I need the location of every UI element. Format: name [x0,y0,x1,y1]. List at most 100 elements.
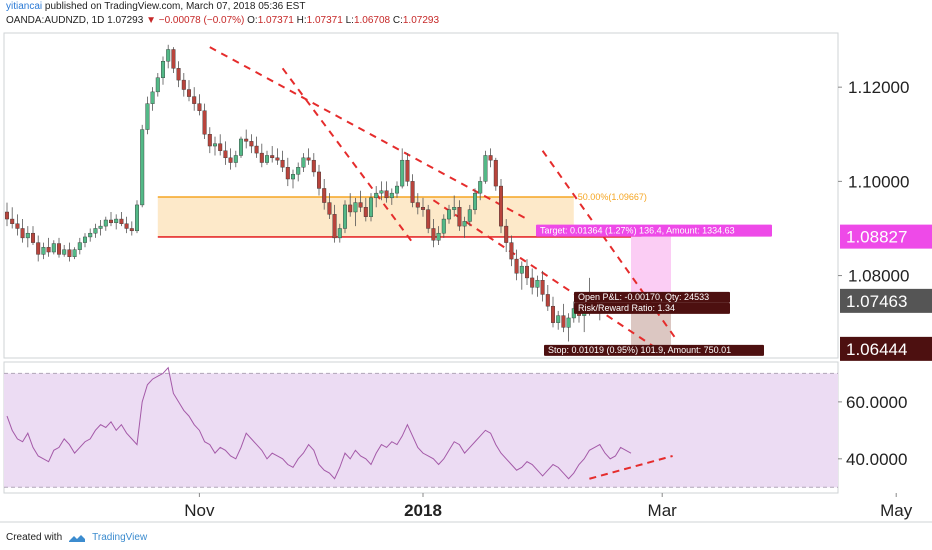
candle-body [62,249,67,255]
candle-body [493,159,498,187]
candle-body [223,150,228,159]
time-tick-label: Mar [648,501,678,520]
candle-body [25,232,30,239]
target-price-badge: 1.08827 [846,228,907,247]
price-tick-label: 1.12000 [848,78,909,97]
candle-body [353,202,358,213]
high-value: 1.07371 [306,15,343,26]
candle-body [431,228,436,241]
trendline-2 [281,67,414,244]
candle-body [509,242,514,260]
candle-body [181,79,186,90]
candle-body [369,197,374,217]
candle-body [337,228,342,239]
rsi-tick-label: 40.0000 [846,450,907,469]
publish-info: yitiancai published on TradingView.com, … [6,1,305,12]
candle-body [421,207,426,210]
candle-body [301,157,306,168]
candle-body [499,185,504,227]
candle-body [275,157,280,161]
fib-50-label: 50.00%(1.09667) [578,192,647,202]
candle-body [36,242,41,255]
candle-body [4,211,9,220]
rsi-line [6,366,632,480]
candle-body [426,209,431,229]
candle-body [145,103,150,130]
published-text: published on TradingView.com, March 07, … [44,1,306,12]
candle-body [317,171,322,189]
price-tick-label: 1.08000 [848,267,909,286]
candle-body [186,89,191,97]
open-value: 1.07371 [257,15,294,26]
target-label: Target: 0.01364 (1.27%) 136.4, Amount: 1… [540,226,735,236]
open-pnl-label: Open P&L: -0.00170, Qty: 24533 [578,292,709,302]
candle-body [77,242,82,250]
rsi-band [4,373,838,488]
candle-body [441,218,446,234]
author-link[interactable]: yitiancai [6,1,43,12]
candle-body [10,218,15,224]
low-value: 1.06708 [353,15,391,26]
candle-body [166,49,171,62]
candle-body [244,138,249,142]
high-label: H: [296,15,307,26]
last-price-badge-bg [840,288,932,313]
candle-body [134,204,139,232]
candle-body [103,219,108,227]
candle-body [129,228,134,232]
candle-body [51,243,56,253]
time-tick-label: May [880,501,913,520]
candle-body [197,103,202,111]
candle-body [218,143,223,151]
last-price-badge: 1.07463 [846,292,907,311]
candle-body [20,228,25,239]
candle-body [46,247,51,253]
candle-body [483,155,488,182]
candle-body [108,219,113,224]
close-label: C: [392,15,403,26]
target-price-badge-bg [840,224,932,249]
candle-body [57,243,62,255]
candle-body [265,155,270,163]
candle-body [15,223,20,229]
candle-body [150,91,155,104]
candle-body [31,232,36,243]
candle-body [545,294,550,307]
candle-body [473,192,478,210]
candle-body [343,204,348,229]
candle-body [462,221,467,227]
candle-body [384,190,389,199]
candle-body [400,159,405,187]
candle-body [119,218,124,224]
candle-body [478,181,483,194]
candle-body [540,280,545,295]
candle-body [114,218,119,224]
candle-body [291,174,296,180]
candle-body [457,207,462,227]
candle-body [93,228,98,234]
candle-body [155,77,160,93]
candle-body [67,249,72,257]
candle-body [238,138,243,156]
risk-reward-label: Risk/Reward Ratio: 1.34 [578,303,675,313]
tradingview-brand[interactable]: TradingView [92,532,148,543]
candle-body [374,192,379,199]
candle-body [348,204,353,213]
price-tick-label: 1.10000 [848,172,909,191]
change-value: ▼ −0.00078 (−0.07%) [146,15,245,26]
candle-body [535,280,540,288]
candle-body [415,202,420,208]
candle-body [72,249,77,257]
candle-body [561,315,566,328]
candle-body [452,207,457,210]
close-value: 1.07293 [402,15,440,26]
candle-body [504,225,509,243]
risk-reward-label-box [574,302,730,314]
candle-body [405,159,410,182]
candle-body [363,207,368,217]
candle-body [207,134,212,147]
created-with-text: Created with [6,532,63,543]
candle-body [296,167,301,175]
open-pnl-label-box [574,291,730,303]
